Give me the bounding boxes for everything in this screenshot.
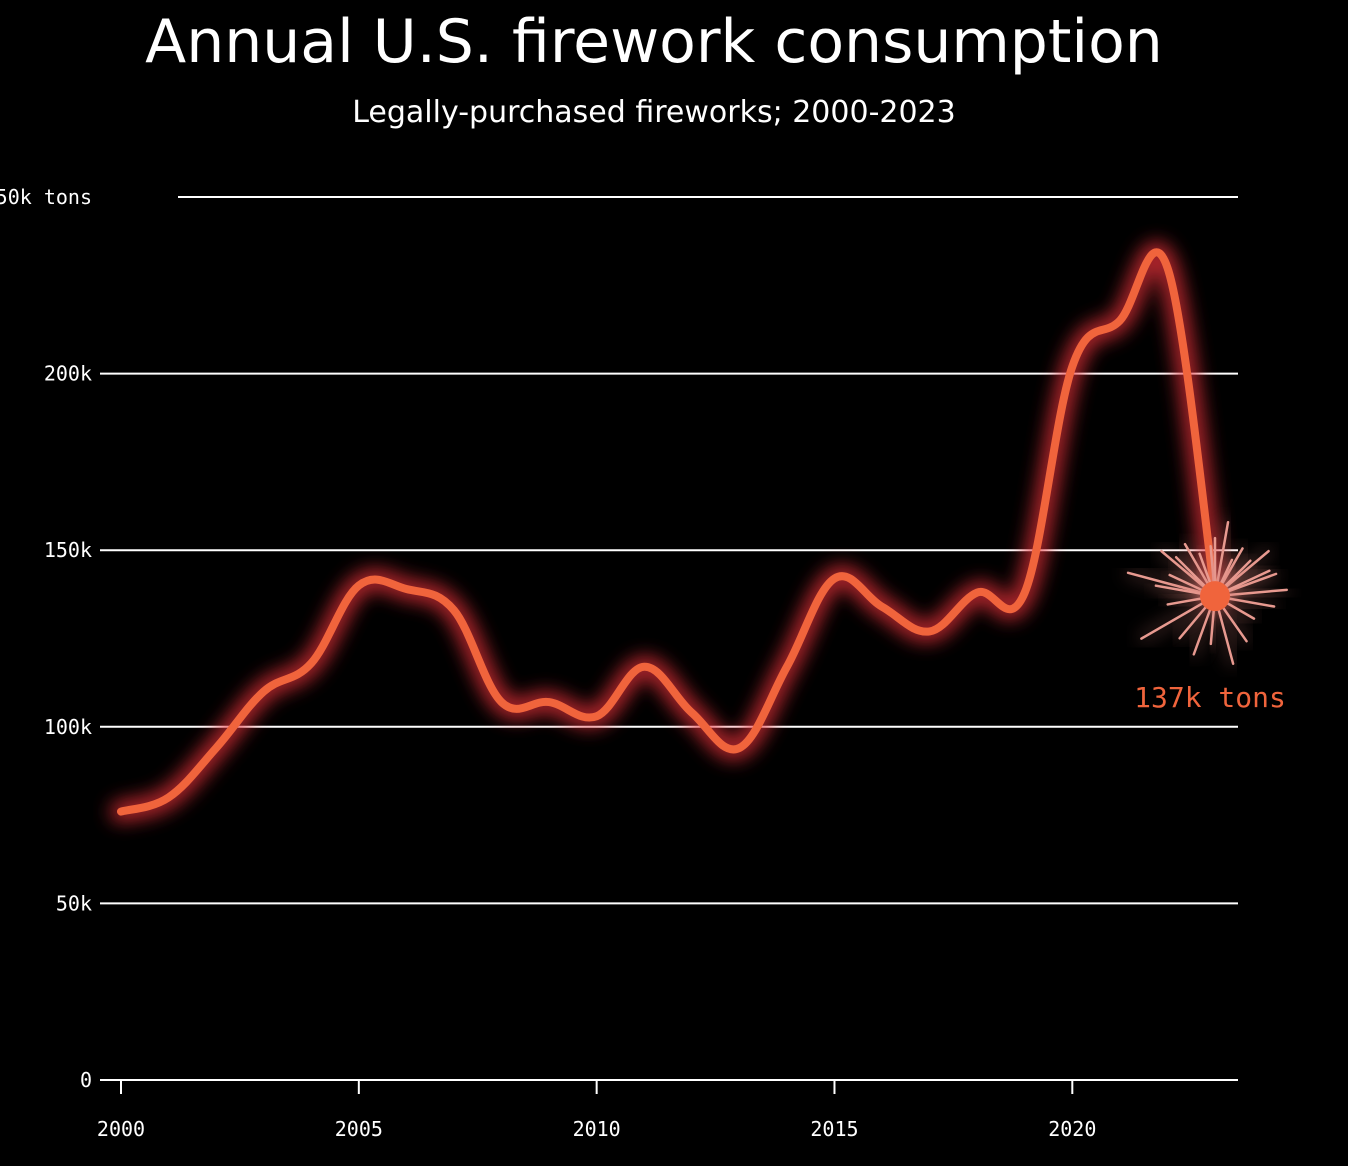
chart-subtitle: Legally-purchased fireworks; 2000-2023 <box>352 95 956 130</box>
y-tick-label: 250k tons <box>0 185 92 209</box>
firework-burst-icon <box>1125 519 1290 667</box>
y-tick-label: 100k <box>44 715 92 739</box>
x-axis: 2000 2005 2010 2015 2020 <box>97 1080 1096 1141</box>
x-tick-label: 2005 <box>335 1117 383 1141</box>
y-tick-label: 200k <box>44 362 92 386</box>
x-tick-label: 2010 <box>573 1117 621 1141</box>
y-tick-label: 0 <box>80 1068 92 1092</box>
series-line-group <box>110 241 1226 823</box>
series-line <box>117 248 1219 816</box>
annotation-label: 137k tons <box>1134 681 1286 714</box>
burst-core <box>1200 581 1230 612</box>
x-tick-label: 2020 <box>1048 1117 1096 1141</box>
y-tick-label: 50k <box>56 891 92 915</box>
y-tick-label: 150k <box>44 538 92 562</box>
y-axis-ticks: 0 50k 100k 150k 200k 250k tons <box>0 185 92 1092</box>
x-tick-label: 2015 <box>810 1117 858 1141</box>
x-tick-label: 2000 <box>97 1117 145 1141</box>
chart-title: Annual U.S. firework consumption <box>145 7 1163 77</box>
gridlines <box>100 196 1238 1081</box>
